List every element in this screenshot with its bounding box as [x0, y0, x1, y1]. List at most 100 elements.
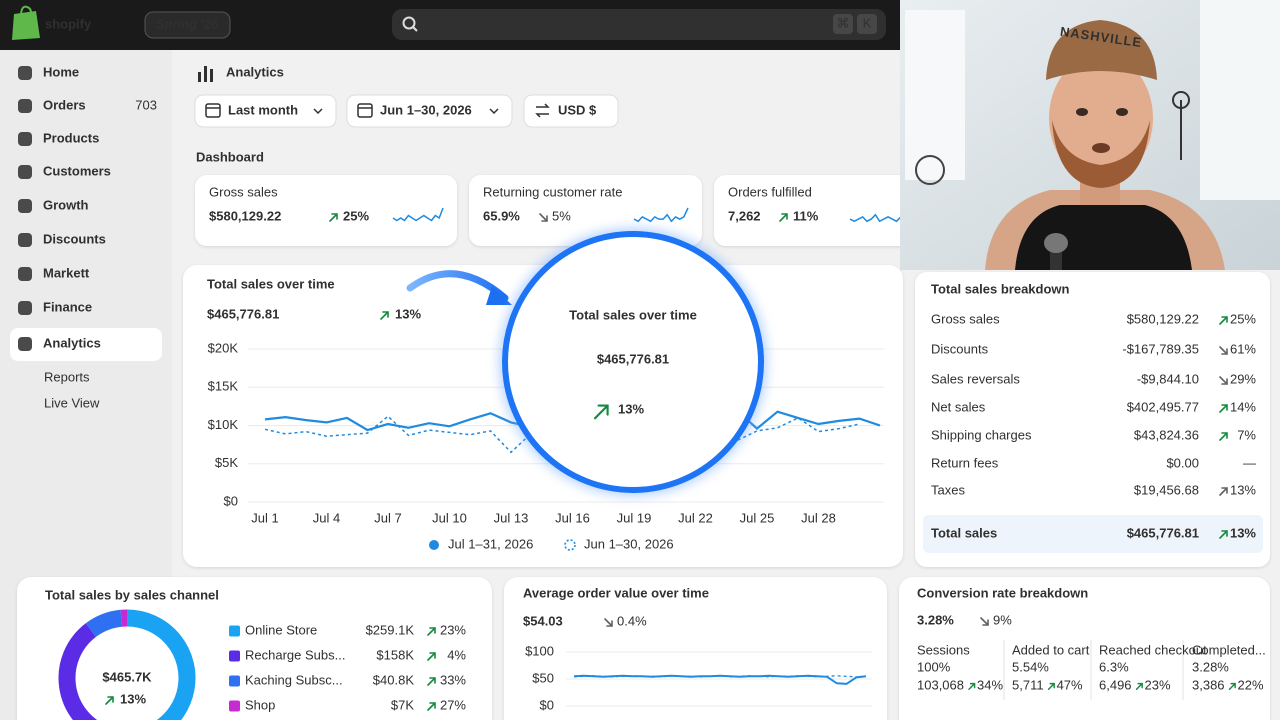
y-tick-label: $0 — [224, 493, 238, 508]
zoom-total: $465,776.81 — [597, 351, 669, 366]
nav-icon — [18, 301, 32, 315]
breakdown-label[interactable]: Taxes — [931, 482, 965, 497]
nav-icon — [18, 337, 32, 351]
search-box[interactable] — [392, 9, 886, 40]
nav-icon — [18, 267, 32, 281]
trend-icon — [427, 627, 436, 636]
x-tick-label: Jul 19 — [617, 510, 652, 525]
breakdown-change: 14% — [1230, 399, 1256, 414]
logo-text: shopify — [45, 16, 92, 31]
search-placeholder: Search — [425, 16, 466, 31]
nav-item[interactable]: Discounts — [43, 231, 106, 246]
date-preset-button[interactable] — [194, 94, 337, 128]
x-tick-label: Jul 25 — [740, 510, 775, 525]
logo-icon — [12, 11, 40, 40]
breakdown-value: $402,495.77 — [1127, 399, 1199, 414]
step-change: 22% — [1238, 677, 1264, 692]
nav-item[interactable]: Analytics — [43, 335, 101, 350]
breakdown-change: — — [1243, 455, 1256, 470]
y-tick-label: $10K — [208, 417, 239, 432]
zoom-title: Total sales over time — [569, 307, 697, 322]
legend-swatch — [229, 625, 240, 637]
nav-item[interactable]: Orders — [43, 97, 86, 112]
trend-icon — [1219, 376, 1228, 385]
y-tick-label: $100 — [525, 643, 554, 658]
breakdown-change: 25% — [1230, 311, 1256, 326]
breakdown-label[interactable]: Shipping charges — [931, 427, 1032, 442]
nav-item[interactable]: Finance — [43, 299, 92, 314]
chart-change: 13% — [395, 306, 421, 321]
nav-item[interactable]: Growth — [43, 197, 89, 212]
nav-icon — [18, 233, 32, 247]
date-preset: Last month — [228, 102, 298, 117]
donut-change: 13% — [120, 691, 146, 706]
trend-icon — [1219, 487, 1228, 496]
x-tick-label: Jul 1 — [251, 510, 278, 525]
x-tick-label: Jul 28 — [801, 510, 836, 525]
nav-sub-item[interactable]: Live View — [44, 395, 100, 410]
trend-icon — [1219, 346, 1228, 355]
breakdown-change: 13% — [1230, 482, 1256, 497]
breakdown-change: 61% — [1230, 341, 1256, 356]
channel-value: $259.1K — [366, 622, 415, 637]
kpi-title: Orders fulfilled — [728, 184, 812, 199]
shortcut-key: K — [863, 15, 872, 30]
step-count: 103,068 — [917, 677, 964, 692]
nav-item[interactable]: Markett — [43, 265, 90, 280]
edition-badge — [144, 11, 231, 39]
nav-sub-item[interactable]: Reports — [44, 369, 90, 384]
trend-icon — [1228, 682, 1236, 690]
breakdown-label[interactable]: Return fees — [931, 455, 999, 470]
y-tick-label: $20K — [208, 340, 239, 355]
aov-change: 0.4% — [617, 613, 647, 628]
nav-icon — [18, 132, 32, 146]
breakdown-value: $43,824.36 — [1134, 427, 1199, 442]
breakdown-value: $465,776.81 — [1127, 525, 1199, 540]
currency-button[interactable] — [523, 94, 619, 128]
step-rate: 6.3% — [1099, 659, 1129, 674]
trend-icon — [1219, 432, 1228, 441]
step-label: Sessions — [917, 642, 970, 657]
nav-item[interactable]: Products — [43, 130, 99, 145]
step-label: Added to cart — [1012, 642, 1090, 657]
breakdown-label[interactable]: Gross sales — [931, 311, 1000, 326]
nav-item[interactable]: Customers — [43, 163, 111, 178]
date-range-button[interactable] — [346, 94, 513, 128]
y-tick-label: $5K — [215, 455, 238, 470]
breakdown-label[interactable]: Net sales — [931, 399, 986, 414]
kpi-value: 7,262 — [728, 208, 761, 223]
series-line — [573, 675, 857, 678]
breakdown-title: Total sales breakdown — [931, 281, 1070, 296]
channel-name: Kaching Subsc... — [245, 672, 343, 687]
x-tick-label: Jul 13 — [494, 510, 529, 525]
trend-icon — [779, 213, 788, 222]
date-range: Jun 1–30, 2026 — [380, 102, 472, 117]
section-label: Dashboard — [196, 149, 264, 164]
donut-segment — [85, 609, 123, 638]
sparkline — [392, 207, 444, 222]
channel-name: Recharge Subs... — [245, 647, 345, 662]
nav-item[interactable]: Home — [43, 64, 79, 79]
x-tick-label: Jul 4 — [313, 510, 340, 525]
chart-total: $465,776.81 — [207, 306, 279, 321]
trend-icon — [380, 311, 389, 320]
trend-icon — [329, 213, 338, 222]
trend-icon — [427, 677, 436, 686]
legend-marker — [564, 539, 576, 551]
breakdown-label[interactable]: Sales reversals — [931, 371, 1020, 386]
channel-name: Shop — [245, 697, 275, 712]
breakdown-label[interactable]: Total sales — [931, 525, 997, 540]
trend-icon — [968, 682, 976, 690]
breakdown-change: 29% — [1230, 371, 1256, 386]
breakdown-value: -$9,844.10 — [1137, 371, 1199, 386]
card-title: Average order value over time — [523, 585, 709, 600]
breakdown-label[interactable]: Discounts — [931, 341, 989, 356]
step-change: 47% — [1057, 677, 1083, 692]
sparkline — [849, 207, 906, 223]
legend-swatch — [229, 675, 240, 687]
channel-value: $158K — [376, 647, 414, 662]
step-count: 5,711 — [1012, 677, 1044, 692]
kpi-title: Gross sales — [209, 184, 278, 199]
trend-icon — [1047, 682, 1055, 690]
